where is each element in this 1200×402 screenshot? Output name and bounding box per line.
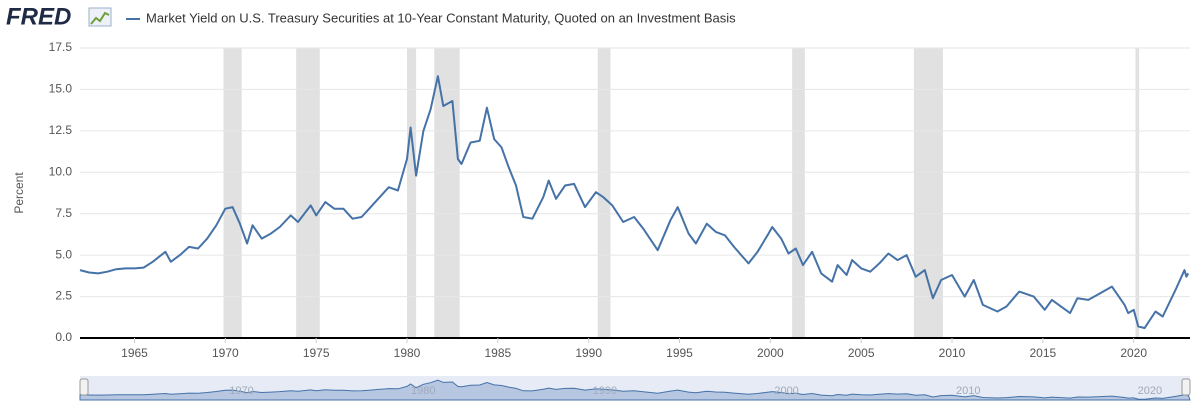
logo-icon bbox=[88, 7, 112, 27]
navigator-series bbox=[79, 379, 1191, 401]
x-tick-label: 1980 bbox=[394, 346, 421, 360]
x-tick-label: 1995 bbox=[666, 346, 693, 360]
y-tick-label: 2.5 bbox=[55, 289, 72, 303]
y-tick-label: 10.0 bbox=[49, 164, 73, 178]
recession-band bbox=[1135, 48, 1140, 338]
recession-band bbox=[597, 48, 611, 338]
x-tick-label: 2015 bbox=[1029, 346, 1056, 360]
y-tick-label: 0.0 bbox=[55, 330, 72, 344]
recession-band bbox=[223, 48, 242, 338]
x-tick-label: 1965 bbox=[121, 346, 148, 360]
x-tick-label: 2010 bbox=[939, 346, 966, 360]
x-tick-label: 1970 bbox=[212, 346, 239, 360]
navigator-handle[interactable] bbox=[1181, 378, 1191, 396]
recession-band bbox=[407, 48, 417, 338]
legend-label: Market Yield on U.S. Treasury Securities… bbox=[146, 10, 736, 25]
x-tick-label: 1975 bbox=[303, 346, 330, 360]
y-tick-label: 5.0 bbox=[55, 247, 72, 261]
navigator-tick-label: 2010 bbox=[956, 385, 980, 397]
x-tick-label: 2000 bbox=[757, 346, 784, 360]
x-tick-label: 2005 bbox=[848, 346, 875, 360]
y-tick-label: 12.5 bbox=[49, 123, 73, 137]
recession-band bbox=[792, 48, 805, 338]
recession-band bbox=[296, 48, 320, 338]
y-tick-label: 17.5 bbox=[49, 40, 73, 54]
y-axis-label: Percent bbox=[12, 172, 26, 214]
navigator-tick-label: 2000 bbox=[774, 385, 798, 397]
navigator-tick-label: 1980 bbox=[411, 385, 435, 397]
recession-band bbox=[913, 48, 943, 338]
y-tick-label: 7.5 bbox=[55, 206, 72, 220]
navigator-handle[interactable] bbox=[79, 378, 89, 396]
series-line bbox=[79, 75, 1190, 330]
x-tick-label: 1990 bbox=[575, 346, 602, 360]
recession-band bbox=[434, 48, 460, 338]
navigator-tick-label: 2020 bbox=[1138, 385, 1162, 397]
navigator-tick-label: 1970 bbox=[229, 385, 253, 397]
x-tick-label: 1985 bbox=[484, 346, 511, 360]
y-tick-label: 15.0 bbox=[49, 82, 73, 96]
navigator-tick-label: 1990 bbox=[593, 385, 617, 397]
x-tick-label: 2020 bbox=[1120, 346, 1147, 360]
logo: FRED bbox=[6, 3, 71, 30]
